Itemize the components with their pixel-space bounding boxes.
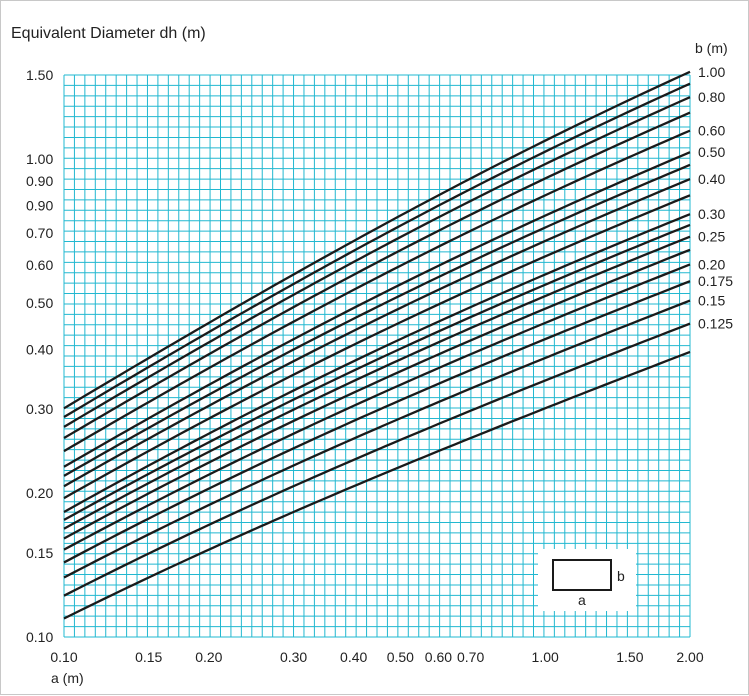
grid-layer <box>63 74 691 638</box>
curve-b-0.1 <box>63 350 691 620</box>
y-tick-label: 0.50 <box>26 295 53 311</box>
curve-b-0.4 <box>63 177 691 488</box>
y-tick-label: 1.50 <box>26 67 53 83</box>
inset-b-label: b <box>617 568 625 584</box>
y-tick-label: 0.90 <box>26 197 53 213</box>
x-tick-label: 2.00 <box>676 649 703 665</box>
b-curve-label: 1.00 <box>698 64 725 80</box>
cross-section-inset: b a <box>538 549 636 611</box>
x-tick-label: 0.30 <box>280 649 307 665</box>
y-tick-label: 0.60 <box>26 257 53 273</box>
x-tick-label: 0.10 <box>50 649 77 665</box>
curve-b-0.8 <box>63 96 691 428</box>
y-tick-label: 0.90 <box>26 173 53 189</box>
chart-title: Equivalent Diameter dh (m) <box>11 25 206 42</box>
curve-b-0.45 <box>63 163 691 477</box>
y-tick-label: 0.40 <box>26 341 53 357</box>
x-tick-label: 0.40 <box>340 649 367 665</box>
curve-b-0.2 <box>63 263 691 551</box>
curve-b-0.7 <box>63 111 691 440</box>
b-curve-label: 0.15 <box>698 293 725 309</box>
y-tick-label: 1.00 <box>26 151 53 167</box>
b-curve-label: 0.50 <box>698 144 725 160</box>
curve-b-0.6 <box>63 129 691 453</box>
y-tick-label: 0.20 <box>26 485 53 501</box>
b-curve-label: 0.25 <box>698 229 725 245</box>
inset-a-label: a <box>578 592 586 608</box>
curve-b-0.225 <box>63 248 691 540</box>
x-tick-label: 1.50 <box>616 649 643 665</box>
tick-layer: 1.50 1.00 0.90 0.90 0.70 0.60 0.50 0.40 0.30 0.20… <box>26 64 733 665</box>
curve-b-1 <box>63 70 691 410</box>
b-curve-label: 0.30 <box>698 206 725 222</box>
curve-b-0.175 <box>63 280 691 564</box>
curve-b-0.9 <box>63 82 691 419</box>
curve-b-0.15 <box>63 299 691 579</box>
curve-b-0.125 <box>63 322 691 597</box>
x-tick-label: 0.20 <box>195 649 222 665</box>
x-tick-label: 0.50 <box>387 649 414 665</box>
b-curve-label: 0.20 <box>698 256 725 272</box>
y-tick-label: 0.30 <box>26 401 53 417</box>
curve-b-0.3 <box>63 213 691 513</box>
inset-rectangle-shape <box>552 559 612 591</box>
curve-layer <box>63 70 691 620</box>
x-tick-label: 0.15 <box>135 649 162 665</box>
b-curve-label: 0.40 <box>698 171 725 187</box>
curve-b-0.275 <box>63 223 691 521</box>
b-curve-label: 0.175 <box>698 273 733 289</box>
y-tick-label: 0.15 <box>26 545 53 561</box>
y-tick-label: 0.10 <box>26 629 53 645</box>
b-curve-label: 0.80 <box>698 89 725 105</box>
b-curve-label: 0.125 <box>698 316 733 332</box>
x-tick-label: 0.60 <box>425 649 452 665</box>
b-curve-label: 0.60 <box>698 123 725 139</box>
curve-b-0.5 <box>63 151 691 468</box>
x-tick-label: 0.70 <box>457 649 484 665</box>
curve-b-0.35 <box>63 194 691 500</box>
x-axis-label: a (m) <box>51 670 84 686</box>
curve-b-0.25 <box>63 235 691 530</box>
x-tick-label: 1.00 <box>532 649 559 665</box>
right-axis-label: b (m) <box>695 40 728 56</box>
y-tick-label: 0.70 <box>26 225 53 241</box>
